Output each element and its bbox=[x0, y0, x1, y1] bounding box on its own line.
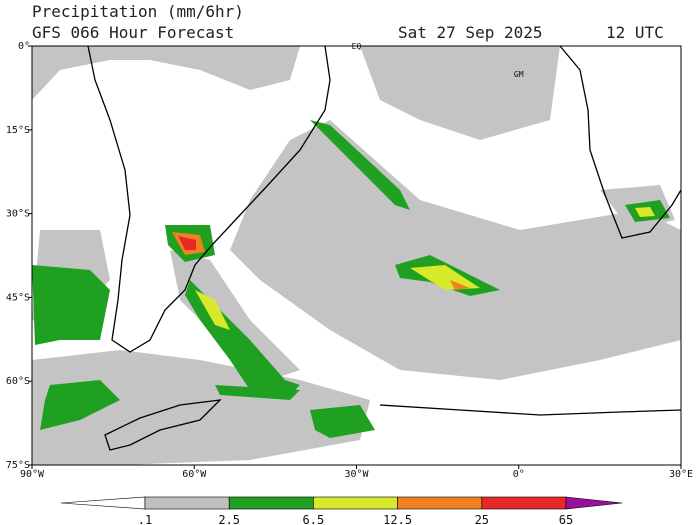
colorbar-segment bbox=[313, 496, 398, 510]
x-tick-label: 0° bbox=[513, 469, 525, 480]
y-tick-label: 75°S bbox=[6, 460, 30, 471]
colorbar-label: 25 bbox=[475, 513, 489, 525]
colorbar-label: 2.5 bbox=[218, 513, 240, 525]
y-tick-label: 0° bbox=[18, 41, 30, 52]
time: 12 UTC bbox=[606, 23, 664, 42]
colorbar-label: 12.5 bbox=[383, 513, 412, 525]
colorbar-segment bbox=[397, 496, 483, 510]
colorbar-label: .1 bbox=[138, 513, 152, 525]
map-area bbox=[31, 45, 682, 466]
title: Precipitation (mm/6hr) bbox=[32, 2, 244, 21]
y-tick-label: 30°S bbox=[6, 209, 30, 220]
y-tick-label: 45°S bbox=[6, 292, 30, 303]
colorbar-over bbox=[565, 496, 623, 510]
colorbar-segment bbox=[228, 496, 314, 510]
x-tick-label: 60°W bbox=[182, 469, 207, 480]
place-label: GM bbox=[514, 70, 524, 79]
colorbar-segment bbox=[144, 496, 230, 510]
y-tick-label: 15°S bbox=[6, 125, 30, 136]
precip-moderate bbox=[32, 120, 670, 438]
colorbar-segment bbox=[481, 496, 567, 510]
date: Sat 27 Sep 2025 bbox=[398, 23, 543, 42]
colorbar-label: 6.5 bbox=[303, 513, 325, 525]
colorbar-label: 65 bbox=[559, 513, 573, 525]
precip-light bbox=[32, 46, 681, 465]
subtitle: GFS 066 Hour Forecast bbox=[32, 23, 234, 42]
x-tick-label: 30°W bbox=[344, 469, 369, 480]
x-tick-label: 90°W bbox=[20, 469, 45, 480]
place-label: EQ bbox=[352, 42, 362, 51]
y-tick-label: 60°S bbox=[6, 376, 30, 387]
x-tick-label: 30°E bbox=[669, 469, 693, 480]
coastlines bbox=[87, 45, 682, 451]
colorbar-under bbox=[60, 496, 146, 510]
